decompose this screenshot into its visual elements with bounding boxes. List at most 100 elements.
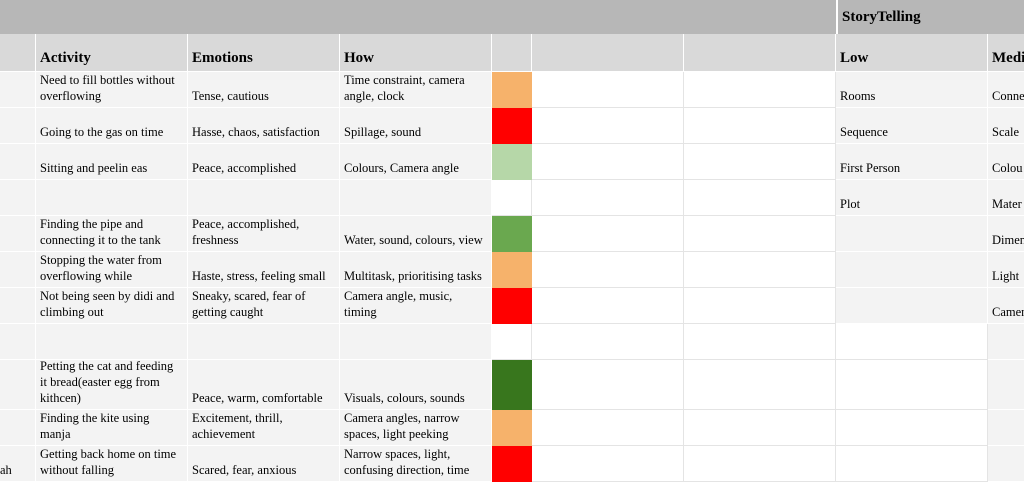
cell-low[interactable]: Sequence: [836, 108, 988, 144]
cell-how[interactable]: Water, sound, colours, view: [340, 216, 492, 252]
cell-activity[interactable]: Petting the cat and feeding it bread(eas…: [36, 360, 188, 410]
status-color-cell[interactable]: [492, 288, 532, 324]
cell-how[interactable]: [340, 324, 492, 360]
cell-col-a[interactable]: [0, 72, 36, 108]
column-header-how[interactable]: How: [340, 34, 492, 72]
cell-empty-f[interactable]: [684, 108, 836, 144]
column-header-low[interactable]: Low: [836, 34, 988, 72]
cell-low[interactable]: First Person: [836, 144, 988, 180]
cell-how[interactable]: Time constraint, camera angle, clock: [340, 72, 492, 108]
cell-empty-e[interactable]: [532, 360, 684, 410]
status-color-cell[interactable]: [492, 446, 532, 482]
column-header-emotions[interactable]: Emotions: [188, 34, 340, 72]
cell-low[interactable]: [836, 410, 988, 446]
cell-emotions[interactable]: Hasse, chaos, satisfaction: [188, 108, 340, 144]
cell-activity[interactable]: Getting back home on time without fallin…: [36, 446, 188, 482]
cell-emotions[interactable]: Peace, accomplished, freshness: [188, 216, 340, 252]
cell-low[interactable]: Plot: [836, 180, 988, 216]
cell-emotions[interactable]: [188, 324, 340, 360]
cell-empty-f[interactable]: [684, 180, 836, 216]
cell-medium[interactable]: Colou: [988, 144, 1024, 180]
cell-emotions[interactable]: [188, 180, 340, 216]
cell-medium[interactable]: Mater: [988, 180, 1024, 216]
cell-low[interactable]: Rooms: [836, 72, 988, 108]
cell-activity[interactable]: Stopping the water from overflowing whil…: [36, 252, 188, 288]
column-header-e[interactable]: [532, 34, 684, 72]
status-color-cell[interactable]: [492, 252, 532, 288]
cell-medium[interactable]: [988, 360, 1024, 410]
cell-col-a[interactable]: [0, 108, 36, 144]
cell-low[interactable]: [836, 360, 988, 410]
cell-activity[interactable]: Going to the gas on time: [36, 108, 188, 144]
cell-empty-e[interactable]: [532, 144, 684, 180]
cell-col-a[interactable]: [0, 216, 36, 252]
cell-empty-e[interactable]: [532, 72, 684, 108]
cell-low[interactable]: [836, 216, 988, 252]
cell-how[interactable]: Narrow spaces, light, confusing directio…: [340, 446, 492, 482]
cell-col-a[interactable]: [0, 360, 36, 410]
cell-col-a[interactable]: [0, 288, 36, 324]
cell-how[interactable]: Camera angle, music, timing: [340, 288, 492, 324]
cell-how[interactable]: Colours, Camera angle: [340, 144, 492, 180]
cell-col-a[interactable]: [0, 410, 36, 446]
cell-empty-e[interactable]: [532, 446, 684, 482]
cell-how[interactable]: Camera angles, narrow spaces, light peek…: [340, 410, 492, 446]
cell-empty-e[interactable]: [532, 252, 684, 288]
cell-medium[interactable]: [988, 446, 1024, 482]
cell-low[interactable]: [836, 288, 988, 324]
cell-col-a[interactable]: [0, 324, 36, 360]
cell-empty-f[interactable]: [684, 410, 836, 446]
cell-empty-f[interactable]: [684, 216, 836, 252]
cell-col-a[interactable]: [0, 252, 36, 288]
cell-col-a[interactable]: [0, 144, 36, 180]
cell-emotions[interactable]: Peace, accomplished: [188, 144, 340, 180]
cell-empty-e[interactable]: [532, 180, 684, 216]
cell-emotions[interactable]: Peace, warm, comfortable: [188, 360, 340, 410]
column-header-activity[interactable]: Activity: [36, 34, 188, 72]
column-header-status-color[interactable]: [492, 34, 532, 72]
cell-how[interactable]: Spillage, sound: [340, 108, 492, 144]
cell-medium[interactable]: Scale: [988, 108, 1024, 144]
cell-empty-f[interactable]: [684, 288, 836, 324]
cell-empty-f[interactable]: [684, 446, 836, 482]
cell-empty-e[interactable]: [532, 410, 684, 446]
status-color-cell[interactable]: [492, 180, 532, 216]
status-color-cell[interactable]: [492, 410, 532, 446]
storytelling-header-cell[interactable]: StoryTelling: [836, 0, 1024, 34]
cell-low[interactable]: [836, 446, 988, 482]
cell-activity[interactable]: Need to fill bottles without overflowing: [36, 72, 188, 108]
cell-empty-f[interactable]: [684, 144, 836, 180]
cell-empty-e[interactable]: [532, 288, 684, 324]
cell-how[interactable]: [340, 180, 492, 216]
cell-emotions[interactable]: Scared, fear, anxious: [188, 446, 340, 482]
cell-activity[interactable]: Not being seen by didi and climbing out: [36, 288, 188, 324]
status-color-cell[interactable]: [492, 108, 532, 144]
cell-activity[interactable]: [36, 324, 188, 360]
cell-empty-f[interactable]: [684, 324, 836, 360]
cell-medium[interactable]: [988, 324, 1024, 360]
cell-emotions[interactable]: Sneaky, scared, fear of getting caught: [188, 288, 340, 324]
cell-empty-e[interactable]: [532, 324, 684, 360]
cell-medium[interactable]: Light: [988, 252, 1024, 288]
status-color-cell[interactable]: [492, 144, 532, 180]
cell-low[interactable]: [836, 324, 988, 360]
cell-empty-f[interactable]: [684, 252, 836, 288]
top-band[interactable]: [0, 0, 836, 34]
cell-col-a[interactable]: ah: [0, 446, 36, 482]
cell-emotions[interactable]: Haste, stress, feeling small: [188, 252, 340, 288]
cell-empty-e[interactable]: [532, 216, 684, 252]
cell-col-a[interactable]: [0, 180, 36, 216]
cell-low[interactable]: [836, 252, 988, 288]
column-header-a[interactable]: [0, 34, 36, 72]
column-header-f[interactable]: [684, 34, 836, 72]
cell-how[interactable]: Visuals, colours, sounds: [340, 360, 492, 410]
status-color-cell[interactable]: [492, 360, 532, 410]
cell-empty-f[interactable]: [684, 360, 836, 410]
cell-emotions[interactable]: Excitement, thrill, achievement: [188, 410, 340, 446]
column-header-medium[interactable]: Medi: [988, 34, 1024, 72]
status-color-cell[interactable]: [492, 216, 532, 252]
cell-empty-e[interactable]: [532, 108, 684, 144]
cell-medium[interactable]: Camer: [988, 288, 1024, 324]
cell-activity[interactable]: Finding the kite using manja: [36, 410, 188, 446]
cell-empty-f[interactable]: [684, 72, 836, 108]
